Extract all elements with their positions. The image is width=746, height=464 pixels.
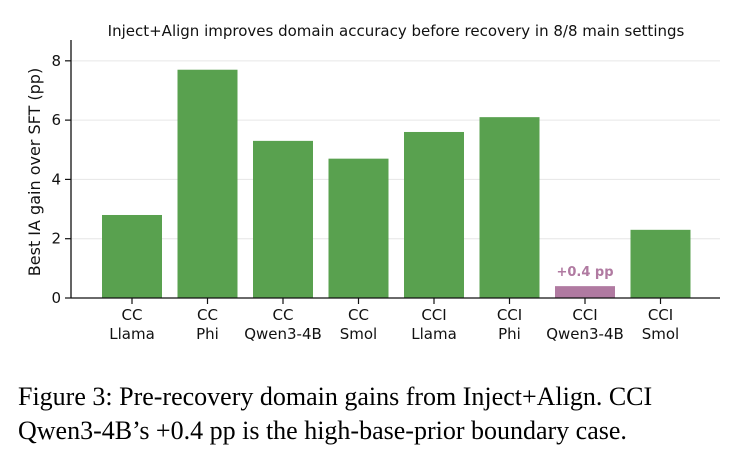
bar-cc-llama bbox=[102, 214, 162, 298]
y-tick-label: 8 bbox=[51, 52, 61, 70]
x-tick-label: CC Phi bbox=[196, 306, 219, 343]
bar-cci-smol bbox=[630, 229, 691, 298]
grid-lines bbox=[71, 60, 720, 299]
tick-labels: 0 2 4 6 8 CC Llama CC Phi CC Qwen3-4B CC Smol CCI Llam… bbox=[51, 52, 679, 343]
x-tick-label: CCI Qwen3-4B bbox=[546, 306, 624, 343]
y-tick-label: 0 bbox=[51, 289, 61, 307]
y-tick-label: 6 bbox=[51, 111, 61, 129]
x-tick-label: CCI Phi bbox=[497, 306, 522, 343]
bar-cc-phi bbox=[177, 69, 238, 298]
x-tick-label: CC Smol bbox=[340, 306, 377, 343]
bar-cc-smol bbox=[328, 158, 389, 298]
x-tick-label: CC Llama bbox=[109, 306, 155, 343]
y-axis-label: Best IA gain over SFT (pp) bbox=[25, 68, 44, 276]
x-tick-label: CCI Smol bbox=[642, 306, 679, 343]
bars bbox=[102, 69, 691, 298]
bar-annotation: +0.4 pp bbox=[556, 265, 613, 280]
bar-cci-qwen3-4b bbox=[555, 286, 615, 298]
axes bbox=[65, 40, 720, 304]
y-tick-label: 4 bbox=[51, 170, 61, 188]
bar-cci-phi bbox=[479, 117, 540, 298]
bar-cci-llama bbox=[404, 131, 464, 298]
bar-cc-qwen3-4b bbox=[253, 140, 313, 298]
chart-title: Inject+Align improves domain accuracy be… bbox=[108, 22, 685, 40]
bar-chart: Inject+Align improves domain accuracy be… bbox=[25, 22, 720, 343]
caption-line-1: Figure 3: Pre-recovery domain gains from… bbox=[18, 382, 653, 411]
figure-caption: Figure 3: Pre-recovery domain gains from… bbox=[18, 380, 738, 448]
x-tick-label: CC Qwen3-4B bbox=[244, 306, 322, 343]
x-tick-label: CCI Llama bbox=[411, 306, 457, 343]
y-tick-label: 2 bbox=[51, 230, 61, 248]
annotations: +0.4 pp bbox=[556, 265, 613, 280]
caption-line-2: Qwen3-4B’s +0.4 pp is the high-base-prio… bbox=[18, 416, 627, 445]
